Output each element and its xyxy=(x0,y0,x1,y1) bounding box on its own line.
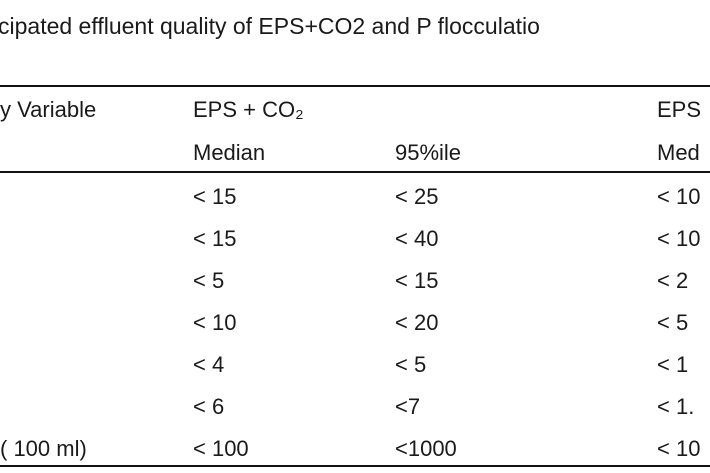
table-cell: < 10 xyxy=(657,184,701,209)
table-cell: <1000 xyxy=(395,436,457,461)
table-cell: < 15 xyxy=(395,268,439,293)
table-cell: <7 xyxy=(395,394,421,419)
column-header: y Variable xyxy=(0,97,97,122)
table-cell: < 2 xyxy=(657,268,689,293)
table-cell: < 1 xyxy=(657,352,689,377)
table-cell: < 15 xyxy=(193,226,237,251)
stat-header: 95%ile xyxy=(395,140,462,165)
table-cell: < 6 xyxy=(193,394,225,419)
table-cell: < 1. xyxy=(657,394,695,419)
table-cell: < 10 xyxy=(657,226,701,251)
table-caption: cipated effluent quality of EPS+CO2 and … xyxy=(0,13,540,39)
header-rule xyxy=(0,171,710,173)
table-cell: < 5 xyxy=(395,352,427,377)
row-label: ( 100 ml) xyxy=(0,436,87,461)
table-cell: < 5 xyxy=(193,268,225,293)
bottom-rule xyxy=(0,465,710,467)
stat-header: Med xyxy=(657,140,700,165)
table-cell: < 15 xyxy=(193,184,237,209)
table-cell: < 25 xyxy=(395,184,439,209)
stat-header: Median xyxy=(193,140,266,165)
table-cell: < 100 xyxy=(193,436,249,461)
column-group-header: EPS xyxy=(657,97,702,122)
table-cell: < 10 xyxy=(193,310,237,335)
column-group-header: EPS + CO₂ xyxy=(193,97,304,122)
top-rule xyxy=(0,85,710,87)
table-cell: < 5 xyxy=(657,310,689,335)
table-cell: < 40 xyxy=(395,226,439,251)
table-cell: < 4 xyxy=(193,352,225,377)
table-cell: < 10 xyxy=(657,436,701,461)
table-cell: < 20 xyxy=(395,310,439,335)
